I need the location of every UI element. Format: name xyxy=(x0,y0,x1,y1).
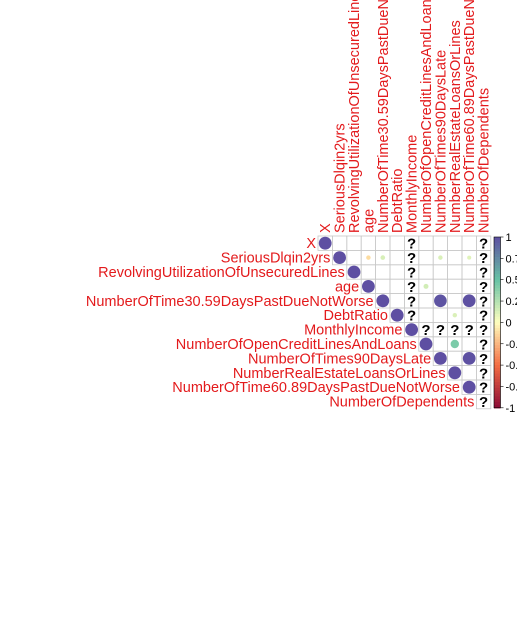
correlation-circle xyxy=(420,338,433,351)
colorbar-tick-label: 0 xyxy=(506,317,512,329)
grid-cell xyxy=(448,279,462,293)
grid-cell xyxy=(390,265,404,279)
column-label: NumberOfDependents xyxy=(477,88,493,233)
colorbar-tick-label: 0.5 xyxy=(506,275,517,287)
colorbar-tick-label: -0.25 xyxy=(506,339,517,351)
grid-cell xyxy=(448,351,462,365)
missing-value-mark: ? xyxy=(407,308,416,325)
grid-cell xyxy=(462,366,476,380)
correlation-circle xyxy=(366,255,370,259)
grid-cell xyxy=(462,279,476,293)
grid-cell xyxy=(433,236,447,250)
grid-cell xyxy=(462,265,476,279)
grid-cell xyxy=(419,294,433,308)
grid-cell xyxy=(332,236,346,250)
correlation-circle xyxy=(434,352,447,365)
missing-value-mark: ? xyxy=(479,394,488,411)
grid-cell xyxy=(419,308,433,322)
correlation-circle xyxy=(463,352,476,365)
grid-cell xyxy=(448,250,462,264)
grid-cell xyxy=(376,236,390,250)
grid-cell xyxy=(419,265,433,279)
grid-cell xyxy=(361,236,375,250)
grid-cell xyxy=(390,236,404,250)
colorbar-tick-label: -0.75 xyxy=(506,381,517,393)
correlation-circle xyxy=(391,309,404,322)
grid-cell xyxy=(376,279,390,293)
colorbar-tick-label: -1 xyxy=(506,403,516,415)
grid-cell xyxy=(433,279,447,293)
grid-cell xyxy=(376,265,390,279)
grid-cell xyxy=(448,236,462,250)
colorbar-tick-label: 1 xyxy=(506,232,512,244)
grid-cell xyxy=(347,236,361,250)
correlation-circle xyxy=(467,256,471,260)
correlation-circle xyxy=(448,366,461,379)
colorbar-tick-label: -0.5 xyxy=(506,360,517,372)
grid-cell xyxy=(462,308,476,322)
grid-cell xyxy=(390,294,404,308)
missing-value-mark: ? xyxy=(450,322,459,339)
grid-cell xyxy=(390,279,404,293)
correlation-circle xyxy=(380,255,385,260)
correlation-circle xyxy=(348,266,361,279)
correlation-circle xyxy=(362,280,375,293)
correlation-circle xyxy=(434,294,447,307)
grid-cell xyxy=(433,265,447,279)
missing-value-mark: ? xyxy=(436,322,445,339)
grid-cell xyxy=(419,236,433,250)
grid-cell xyxy=(347,250,361,264)
correlation-circle xyxy=(463,294,476,307)
row-label: NumberOfDependents xyxy=(329,395,474,411)
correlation-circle xyxy=(376,294,389,307)
grid-cell xyxy=(390,250,404,264)
grid-cell xyxy=(419,250,433,264)
row-label: RevolvingUtilizationOfUnsecuredLines xyxy=(98,265,345,281)
missing-value-mark: ? xyxy=(465,322,474,339)
correlation-circle xyxy=(453,313,457,317)
correlation-circle xyxy=(424,284,429,289)
grid-cell xyxy=(448,265,462,279)
colorbar: 1 0.75 0.5 0.25 0 -0.25 -0.5 -0.75 -1 xyxy=(494,232,517,415)
correlation-circle xyxy=(463,381,476,394)
grid-cell xyxy=(462,236,476,250)
missing-value-mark: ? xyxy=(421,322,430,339)
grid-cell xyxy=(448,294,462,308)
colorbar-tick-label: 0.75 xyxy=(506,253,517,265)
correlation-circle xyxy=(451,340,459,348)
grid-cell xyxy=(433,308,447,322)
correlation-circle xyxy=(405,323,418,336)
column-labels: XSeriousDlqin2yrsRevolvingUtilizationOfU… xyxy=(318,0,492,233)
correlation-circle xyxy=(319,237,332,250)
grid-cell xyxy=(361,265,375,279)
correlation-circle xyxy=(333,251,346,264)
column-label: RevolvingUtilizationOfUnsecuredLines xyxy=(347,0,363,233)
colorbar-tick-label: 0.25 xyxy=(506,296,517,308)
correlation-circle xyxy=(438,255,442,259)
